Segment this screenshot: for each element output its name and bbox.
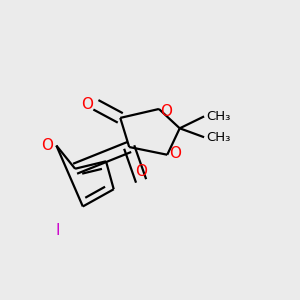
Text: O: O — [82, 97, 94, 112]
Text: I: I — [56, 223, 60, 238]
Text: CH₃: CH₃ — [206, 131, 231, 144]
Text: O: O — [135, 164, 147, 179]
Text: O: O — [160, 104, 172, 119]
Text: CH₃: CH₃ — [206, 110, 231, 123]
Text: O: O — [41, 138, 53, 153]
Text: O: O — [169, 146, 181, 161]
